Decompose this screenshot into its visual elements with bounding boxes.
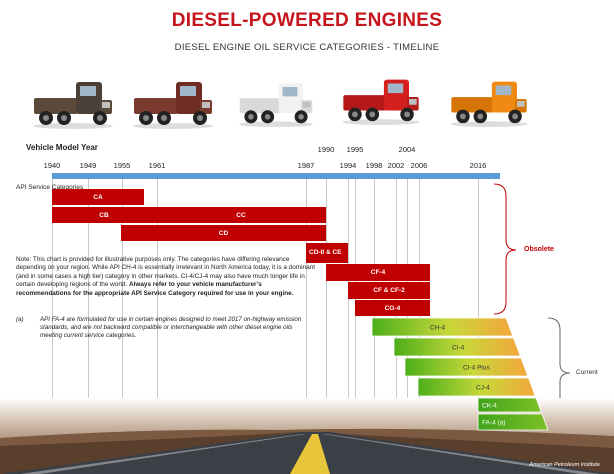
note-bold: Always refer to your vehicle manufacture… xyxy=(16,281,294,297)
page-title: DIESEL-POWERED ENGINES xyxy=(171,10,443,31)
category-bar-cj-4 xyxy=(417,377,536,397)
category-label: CD xyxy=(218,229,229,237)
category-bar-cf-cf-2: CF & CF-2 xyxy=(348,282,430,299)
category-label: CF-4 xyxy=(370,269,386,276)
category-label: CJ-4 xyxy=(476,385,490,392)
year-gridline xyxy=(478,179,479,424)
obsolete-label: Obsolete xyxy=(524,246,554,253)
category-label: CG-4 xyxy=(384,304,401,312)
year-label: 2002 xyxy=(387,161,405,170)
category-bar-ck-4 xyxy=(477,397,542,413)
timeline-bar xyxy=(52,173,500,179)
category-bar-fa-4-a- xyxy=(477,413,549,431)
category-bar-ci-4 xyxy=(393,337,521,357)
year-gridline xyxy=(122,179,123,424)
year-label: 1995 xyxy=(346,145,364,154)
footnote-mark: (a) xyxy=(16,316,24,323)
vintage-1940s-truck-icon xyxy=(33,82,113,129)
category-label: CK-4 xyxy=(482,403,497,410)
category-label: CI-4 Plus xyxy=(463,365,490,372)
category-bar-ch-4 xyxy=(371,317,514,337)
category-label: CB xyxy=(99,211,109,219)
year-label: 1940 xyxy=(43,161,61,170)
obsolete-bracket xyxy=(493,183,517,315)
source-credit: American Petroleum Institute xyxy=(529,462,600,468)
category-label: CC xyxy=(236,211,246,219)
axis-label: Vehicle Model Year xyxy=(26,143,98,152)
category-label: CA xyxy=(93,193,103,201)
year-label: 1955 xyxy=(113,161,131,170)
cabover-truck-icon xyxy=(238,83,314,128)
year-gridline xyxy=(348,179,349,424)
year-label: 1990 xyxy=(317,145,335,154)
category-label: CI-4 xyxy=(452,345,465,352)
year-label: 2016 xyxy=(469,161,487,170)
category-bar-cf-4: CF-4 xyxy=(326,264,430,281)
year-gridline xyxy=(326,179,327,424)
year-label: 1987 xyxy=(297,161,315,170)
page-subtitle: DIESEL ENGINE OIL SERVICE CATEGORIES - T… xyxy=(174,42,440,53)
footnote: (a) API FA-4 are formulated for use in c… xyxy=(16,316,316,341)
year-label: 2004 xyxy=(398,145,416,154)
category-label: CF & CF-2 xyxy=(373,287,405,294)
footnote-text: API FA-4 are formulated for use in certa… xyxy=(40,316,302,340)
year-label: 1949 xyxy=(79,161,97,170)
category-bar-ca: CA xyxy=(52,189,144,205)
current-label: Current xyxy=(576,369,598,376)
modern-red-truck-icon xyxy=(342,79,420,126)
category-label: CH-4 xyxy=(430,325,446,332)
category-bar-cb: CB xyxy=(52,207,156,223)
note-body: Note: This chart is provided for illustr… xyxy=(16,256,315,289)
year-gridline xyxy=(88,179,89,424)
category-label: FA-4 (a) xyxy=(482,420,505,427)
year-label: 1994 xyxy=(339,161,357,170)
year-gridline xyxy=(157,179,158,424)
category-bar-ci-4-plus xyxy=(404,357,529,377)
category-label: CD-II & CE xyxy=(309,249,342,256)
1950s-truck-icon xyxy=(133,82,213,129)
modern-orange-truck-icon xyxy=(450,81,528,128)
year-label: 1961 xyxy=(148,161,166,170)
note-text: Note: This chart is provided for illustr… xyxy=(16,256,316,298)
year-gridline xyxy=(52,179,53,424)
category-bar-cd: CD xyxy=(121,225,326,241)
year-gridline xyxy=(306,179,307,424)
year-label: 2006 xyxy=(410,161,428,170)
category-bar-cc: CC xyxy=(156,207,326,223)
api-service-categories-label: API Service Categories xyxy=(16,184,84,191)
year-label: 1998 xyxy=(365,161,383,170)
category-bar-cd-ii-ce: CD-II & CE xyxy=(306,243,348,263)
category-bar-cg-4: CG-4 xyxy=(355,300,430,316)
